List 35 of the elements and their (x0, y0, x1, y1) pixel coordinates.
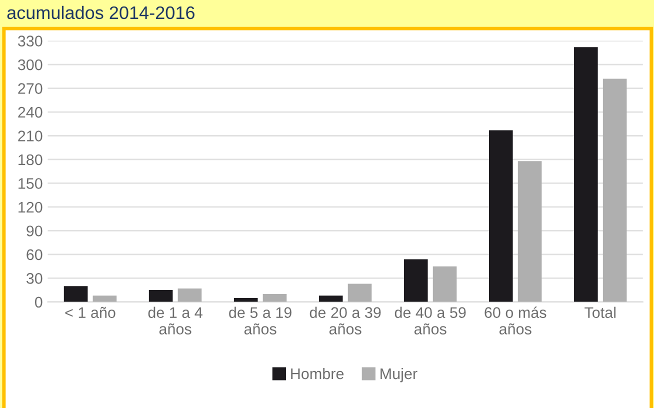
chart-title: acumulados 2014-2016 (7, 6, 194, 20)
bar (178, 288, 202, 302)
y-tick-label: 270 (18, 83, 42, 94)
x-tick-label: 60 o más años (484, 306, 546, 334)
y-tick-label: 300 (18, 59, 42, 70)
bar (348, 284, 372, 302)
y-tick-label: 120 (18, 202, 42, 213)
bar (64, 286, 88, 302)
bar (404, 259, 428, 302)
bar (574, 47, 598, 302)
x-tick-label: < 1 año (65, 306, 116, 318)
bar (148, 290, 173, 302)
y-tick-label: 0 (34, 296, 42, 308)
bar (518, 161, 542, 302)
y-tick-label: 90 (26, 226, 42, 236)
bar (318, 296, 343, 302)
bar (262, 294, 287, 302)
bar (92, 296, 117, 302)
y-tick-label: 240 (18, 106, 42, 118)
x-tick-label: de 40 a 59 años (394, 306, 466, 334)
y-tick-label: 150 (18, 178, 42, 189)
bar (488, 130, 513, 302)
x-tick-label: Total (584, 306, 616, 318)
legend-label: Mujer (380, 368, 418, 382)
bar (602, 78, 627, 302)
legend-label: Hombre (291, 368, 344, 380)
x-tick-label: de 5 a 19 años (229, 306, 292, 334)
y-tick-label: 210 (18, 130, 42, 142)
y-tick-label: 60 (26, 249, 42, 260)
y-tick-label: 330 (18, 36, 42, 46)
y-tick-label: 180 (18, 154, 42, 166)
x-tick-label: de 1 a 4 años (148, 306, 202, 334)
bar (432, 266, 457, 302)
y-tick-label: 30 (26, 273, 42, 284)
x-tick-label: de 20 a 39 años (310, 306, 381, 334)
